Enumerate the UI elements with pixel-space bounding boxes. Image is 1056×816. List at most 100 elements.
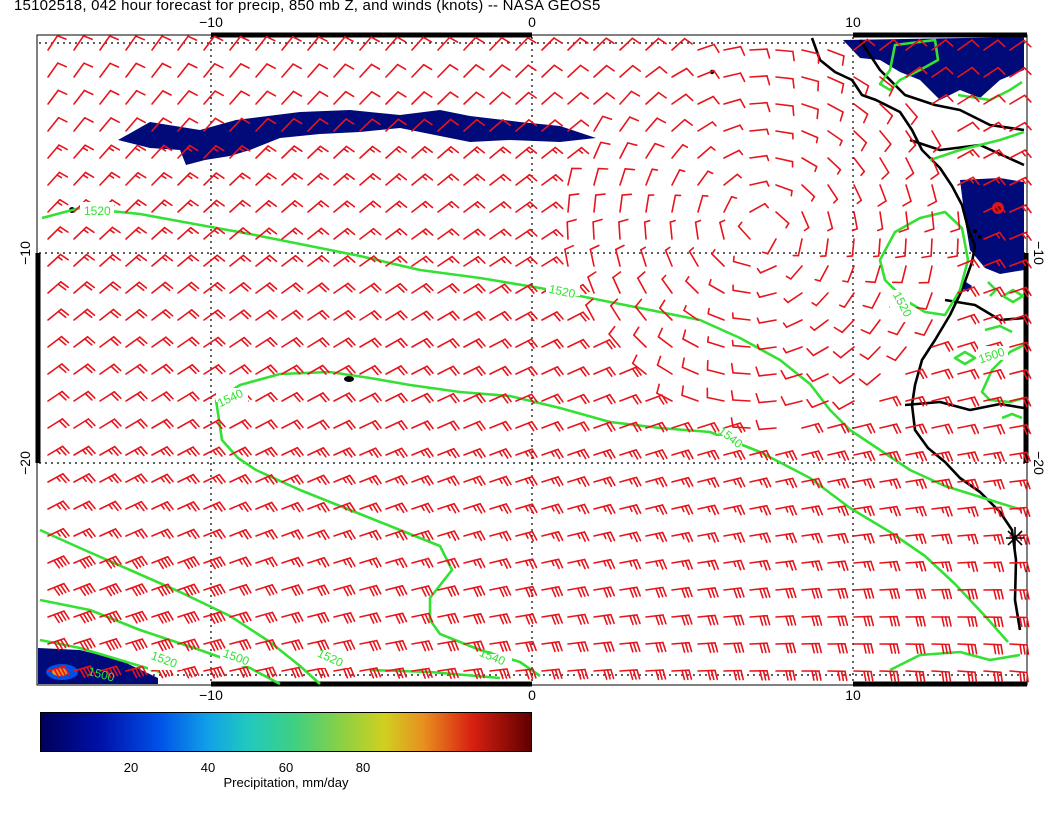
wind-barb [281, 337, 304, 348]
wind-barb [99, 226, 121, 240]
wind-barb [333, 419, 356, 431]
wind-barb [706, 387, 725, 402]
wind-barb [99, 117, 120, 132]
wind-barb [359, 419, 382, 431]
wind-barb [1009, 479, 1031, 490]
wind-barb [99, 473, 122, 484]
wind-barb [73, 637, 96, 651]
wind-barb [697, 170, 714, 186]
wind-barb [177, 418, 200, 430]
wind-barb [619, 142, 638, 159]
wind-barb [203, 556, 226, 570]
wind-barb [811, 292, 829, 307]
wind-barb [203, 309, 226, 321]
wind-barb [957, 258, 980, 269]
wind-barb [125, 418, 148, 429]
wind-barb [333, 118, 355, 132]
wind-barb [177, 199, 199, 213]
wind-barb [203, 528, 226, 540]
wind-barb [827, 76, 845, 94]
wind-barb [645, 449, 668, 460]
wind-barb [385, 502, 408, 514]
wind-barb [489, 91, 511, 105]
wind-barb [567, 531, 590, 542]
wind-barb [801, 450, 824, 462]
wind-barb [333, 63, 355, 78]
wind-barb [658, 299, 673, 321]
wind-barb [125, 35, 146, 51]
wind-barb [385, 639, 408, 652]
wind-barb [411, 255, 434, 267]
wind-barb [515, 420, 538, 432]
bottom-tick-label: −10 [199, 687, 223, 700]
wind-barb [567, 558, 590, 570]
wind-barb [931, 588, 953, 600]
wind-barb [914, 319, 933, 336]
wind-barb [515, 503, 538, 515]
wind-barb [851, 211, 859, 232]
wind-barb [749, 202, 770, 213]
wind-barb [697, 559, 720, 571]
wind-barb [619, 193, 633, 213]
wind-barb [229, 419, 252, 430]
wind-barb [489, 613, 512, 625]
wind-barb [333, 200, 356, 213]
wind-barb [723, 642, 745, 654]
wind-barb [541, 201, 564, 213]
wind-barb [411, 146, 434, 159]
wind-barb [411, 173, 434, 186]
wind-barb [437, 146, 460, 159]
wind-barb [775, 450, 798, 461]
wind-barb [957, 451, 980, 463]
wind-barb [99, 445, 122, 457]
wind-barb [688, 247, 699, 267]
wind-barb [876, 211, 884, 232]
wind-barb [515, 201, 538, 213]
colorbar-label: Precipitation, mm/day [223, 775, 349, 790]
wind-barb [125, 583, 148, 597]
wind-barb [801, 422, 824, 434]
wind-barb [983, 396, 1006, 408]
wind-barb [957, 149, 980, 159]
wind-barb [177, 336, 200, 348]
wind-barb [983, 451, 1006, 463]
wind-barb [281, 529, 304, 540]
wind-barb [1009, 589, 1030, 600]
wind-barb [385, 612, 408, 625]
wind-barb [827, 49, 845, 66]
wind-barb [593, 193, 606, 213]
wind-barb [47, 116, 68, 132]
wind-barb [333, 227, 356, 240]
wind-barb [755, 419, 777, 431]
wind-barb [589, 244, 600, 267]
wind-barb [749, 669, 770, 681]
wind-barb [437, 667, 459, 680]
wind-barb [827, 450, 850, 462]
wind-barb [515, 475, 538, 487]
wind-barb [723, 124, 744, 132]
wind-barb [827, 103, 844, 122]
wind-barb [608, 325, 621, 348]
wind-barb [567, 586, 590, 598]
wind-barb [73, 35, 93, 51]
wind-barb [785, 265, 803, 280]
wind-barb [905, 643, 926, 655]
wind-barb [801, 505, 824, 517]
wind-barb [151, 117, 173, 132]
wind-barb [801, 587, 823, 599]
wind-barb [853, 588, 875, 600]
wind-barb [775, 505, 798, 516]
wind-barb [983, 561, 1005, 573]
wind-barb [229, 199, 251, 213]
top-tick-label: −10 [199, 14, 223, 30]
wind-barb [255, 336, 278, 348]
wind-barb [661, 274, 673, 294]
wind-barb [619, 614, 641, 626]
wind-barb [177, 35, 198, 51]
wind-barb [99, 638, 122, 651]
wind-barb [125, 226, 147, 240]
wind-barb [585, 298, 595, 321]
wind-barb [983, 176, 1006, 186]
wind-barb [437, 557, 460, 569]
wind-barb [879, 670, 900, 682]
